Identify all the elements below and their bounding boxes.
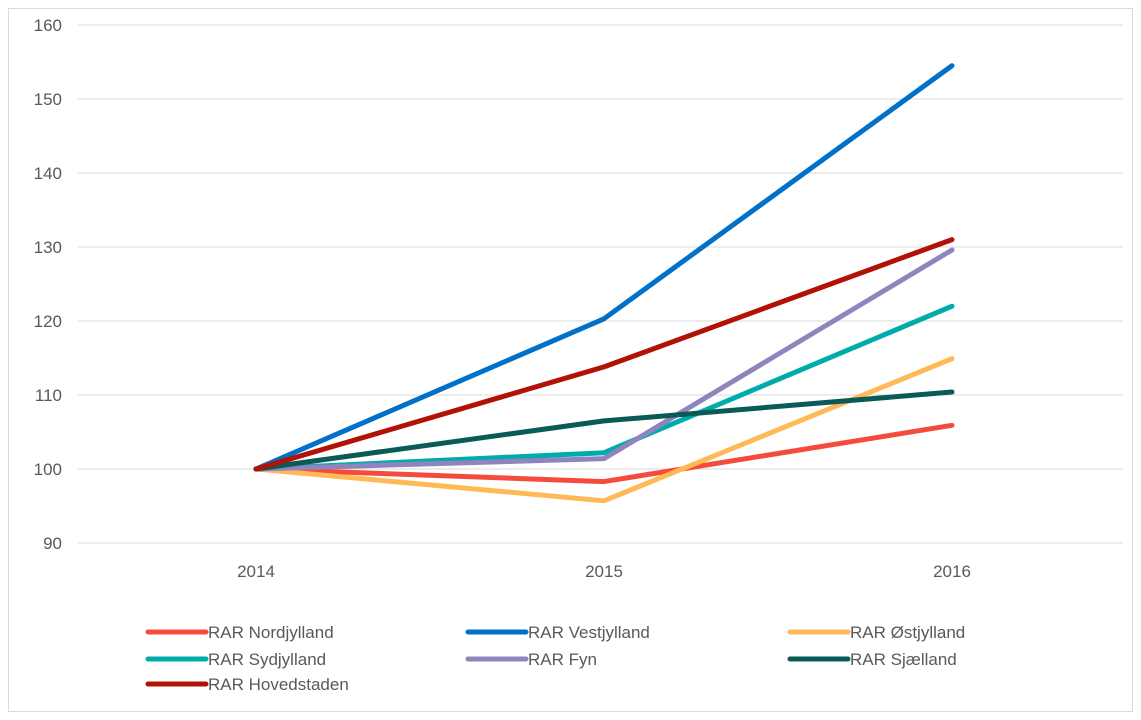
series-line-rar-sjælland: [253, 389, 955, 472]
y-tick-label: 150: [34, 90, 62, 109]
legend-label: RAR Sjælland: [850, 650, 957, 669]
gridlines: [78, 24, 1123, 544]
legend-label: RAR Nordjylland: [208, 623, 334, 642]
series-lines: [253, 63, 955, 504]
series-line-rar-hovedstaden: [253, 237, 955, 472]
legend-item: RAR Sydjylland: [145, 650, 326, 669]
series-line-rar-fyn: [253, 247, 955, 472]
legend-label: RAR Sydjylland: [208, 650, 326, 669]
x-tick-label: 2015: [585, 562, 623, 581]
series-line-rar-østjylland: [253, 356, 955, 504]
y-tick-label: 120: [34, 312, 62, 331]
legend-item: RAR Sjælland: [787, 650, 957, 669]
legend-label: RAR Hovedstaden: [208, 675, 349, 694]
legend-item: RAR Nordjylland: [145, 623, 334, 642]
x-axis-ticks: 2014 2015 2016: [237, 562, 971, 581]
x-tick-label: 2016: [933, 562, 971, 581]
legend: RAR Nordjylland RAR Vestjylland RAR Østjyl…: [145, 623, 965, 694]
y-axis-ticks: 90 100 110 120 130 140 150 160: [34, 16, 62, 553]
legend-item: RAR Vestjylland: [465, 623, 650, 642]
legend-item: RAR Østjylland: [787, 623, 965, 642]
legend-item: RAR Fyn: [465, 650, 597, 669]
x-tick-label: 2014: [237, 562, 275, 581]
y-tick-label: 130: [34, 238, 62, 257]
y-tick-label: 110: [35, 386, 62, 405]
y-tick-label: 140: [34, 164, 62, 183]
legend-item: RAR Hovedstaden: [145, 675, 349, 694]
y-tick-label: 160: [34, 16, 62, 35]
y-tick-label: 90: [43, 534, 62, 553]
legend-label: RAR Østjylland: [850, 623, 965, 642]
series-line-rar-nordjylland: [253, 422, 955, 485]
y-tick-label: 100: [34, 460, 62, 479]
legend-label: RAR Fyn: [528, 650, 597, 669]
series-line-rar-vestjylland: [253, 63, 955, 472]
legend-label: RAR Vestjylland: [528, 623, 650, 642]
